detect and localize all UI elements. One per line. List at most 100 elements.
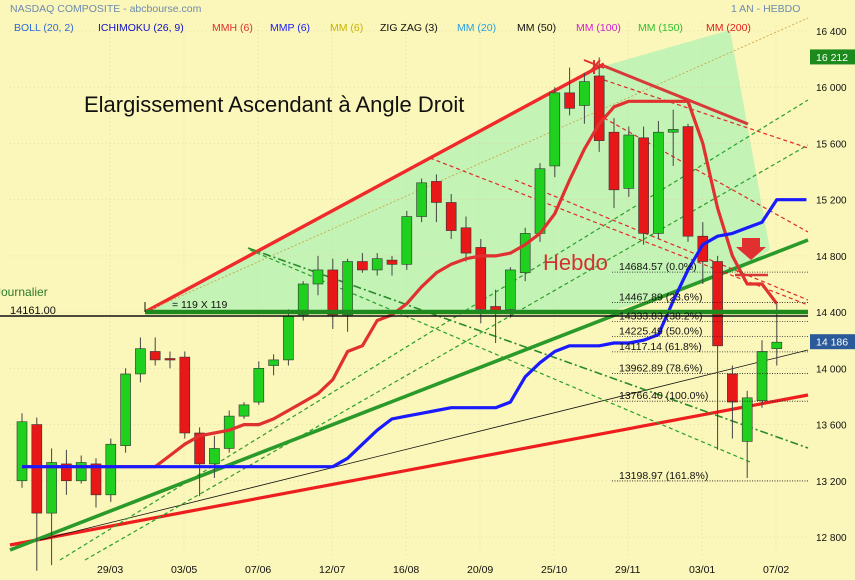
candle-body bbox=[431, 181, 442, 203]
candle-body bbox=[31, 424, 43, 514]
candle-body bbox=[416, 182, 427, 217]
fib-label: 13198.97 (161.8%) bbox=[619, 470, 708, 482]
fib-label: 14467.89 (23.6%) bbox=[619, 292, 702, 304]
candle-body bbox=[120, 373, 131, 446]
y-tick-label: 13 200 bbox=[816, 477, 847, 488]
candle-body bbox=[579, 81, 590, 106]
x-tick-label: 03/01 bbox=[689, 564, 715, 576]
candle-body bbox=[475, 247, 487, 310]
price-badge bbox=[810, 49, 855, 65]
candle-body bbox=[445, 202, 457, 231]
candle-body bbox=[771, 341, 783, 349]
y-tick-label: 16 400 bbox=[816, 27, 847, 38]
legend-item: ZIG ZAG (3) bbox=[380, 22, 438, 34]
y-tick-label: 14 000 bbox=[816, 364, 847, 375]
price-badge bbox=[810, 334, 855, 350]
x-tick-label: 07/02 bbox=[763, 564, 789, 576]
x-axis: 29/03 03/05 07/06 12/07 16/08 20/09 25/10 29/11… bbox=[97, 564, 789, 576]
legend-item: BOLL (20, 2) bbox=[14, 22, 74, 34]
candle-body bbox=[534, 168, 546, 234]
fib-label: 14684.57 (0.0%) bbox=[619, 261, 697, 273]
candle-body bbox=[727, 373, 738, 403]
fib-label: 14333.83 (38.2%) bbox=[619, 310, 702, 322]
fib-label: 13962.89 (78.6%) bbox=[619, 363, 702, 375]
pattern-shapes bbox=[145, 30, 770, 312]
candle-body bbox=[268, 359, 279, 366]
candle-body bbox=[653, 131, 664, 234]
fib-label: 14117.14 (61.8%) bbox=[619, 341, 702, 353]
x-tick-label: 07/06 bbox=[245, 564, 271, 576]
series-mmp-6- bbox=[22, 198, 807, 469]
indicator-legend: BOLL (20, 2) ICHIMOKU (26, 9) MMH (6) MMP (… bbox=[14, 22, 751, 34]
candle-body bbox=[194, 432, 205, 465]
zigzag-line bbox=[39, 349, 809, 541]
legend-item: MM (6) bbox=[330, 22, 363, 34]
y-tick-label: 15 200 bbox=[816, 196, 847, 207]
fib-label: 13766.40 (100.0%) bbox=[619, 390, 708, 402]
green-dashdot-line bbox=[247, 247, 809, 449]
lower-trendline bbox=[9, 238, 809, 552]
outer-channel-line bbox=[144, 17, 809, 313]
pattern-title: Elargissement Ascendant à Angle Droit bbox=[84, 92, 464, 117]
candle-body bbox=[135, 348, 146, 375]
legend-item: MM (20) bbox=[457, 22, 496, 34]
pattern-fill bbox=[145, 30, 770, 312]
candle-body bbox=[164, 358, 176, 361]
candle-body bbox=[253, 368, 265, 403]
candle-body bbox=[549, 92, 561, 167]
candle-body bbox=[623, 134, 635, 189]
legend-item: MMH (6) bbox=[212, 22, 253, 34]
x-tick-label: 12/07 bbox=[319, 564, 345, 576]
legend-item: MM (50) bbox=[517, 22, 556, 34]
candle-body bbox=[238, 404, 250, 417]
candle-body bbox=[386, 259, 398, 265]
candle-body bbox=[357, 261, 368, 271]
period-label: 1 AN - HEBDO bbox=[731, 3, 800, 15]
candle-body bbox=[61, 463, 72, 482]
price-badge-label: 16 212 bbox=[816, 52, 848, 64]
legend-item: MM (200) bbox=[706, 22, 751, 34]
candle-body bbox=[312, 269, 324, 285]
candle-body bbox=[741, 397, 753, 442]
candle-body bbox=[756, 351, 768, 401]
candle-body bbox=[105, 443, 117, 496]
moving-averages bbox=[22, 99, 807, 469]
source-title: NASDAQ COMPOSITE - abcbourse.com bbox=[10, 3, 202, 15]
candle-body bbox=[505, 269, 516, 310]
candle-body bbox=[46, 462, 57, 514]
legend-item: MM (100) bbox=[576, 22, 621, 34]
candle-body bbox=[90, 463, 102, 496]
x-tick-label: 20/09 bbox=[467, 564, 493, 576]
y-tick-label: 15 600 bbox=[816, 139, 847, 150]
ratio-label: = 119 X 119 bbox=[172, 299, 228, 311]
candle-body bbox=[519, 233, 531, 274]
candle-body bbox=[327, 269, 339, 316]
candle-body bbox=[179, 356, 191, 434]
y-tick-label: 13 600 bbox=[816, 421, 847, 432]
red-channel-4 bbox=[603, 117, 809, 233]
candle-body bbox=[697, 235, 709, 262]
candle-body bbox=[371, 258, 383, 271]
candle-body bbox=[75, 462, 87, 482]
candle-body bbox=[667, 129, 679, 133]
candle-body bbox=[209, 448, 220, 465]
red-channel-2 bbox=[514, 179, 809, 301]
candle-body bbox=[342, 261, 353, 316]
legend-item: MMP (6) bbox=[270, 22, 310, 34]
y-tick-label: 12 800 bbox=[816, 533, 847, 544]
upper-trendline bbox=[144, 62, 605, 314]
y-axis: 16 400 16 000 15 600 15 200 14 800 14 400 14 0… bbox=[810, 27, 855, 544]
red-channel-3 bbox=[603, 79, 809, 149]
x-tick-label: 16/08 bbox=[393, 564, 419, 576]
candles bbox=[16, 57, 783, 571]
candle-body bbox=[283, 316, 294, 361]
candle-body bbox=[593, 75, 605, 141]
y-tick-label: 14 800 bbox=[816, 252, 847, 263]
legend-item: ICHIMOKU (26, 9) bbox=[98, 22, 184, 34]
x-tick-label: 29/03 bbox=[97, 564, 123, 576]
candle-body bbox=[608, 131, 620, 191]
candle-body bbox=[564, 92, 575, 109]
candle-body bbox=[401, 216, 413, 265]
price-badge-label: 14 186 bbox=[816, 337, 848, 349]
